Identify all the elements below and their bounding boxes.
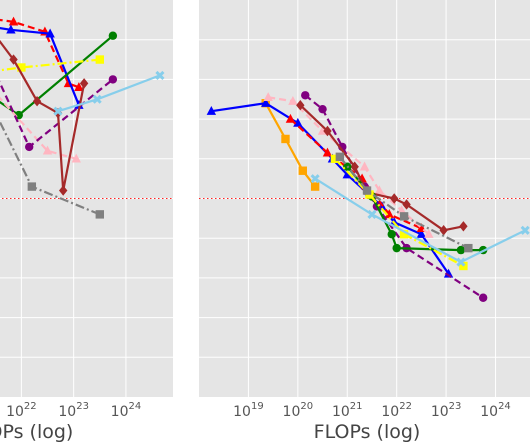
data-point xyxy=(359,161,370,171)
x-tick-label: 1019 xyxy=(233,401,264,420)
series-5 xyxy=(0,96,81,163)
data-point xyxy=(92,94,102,104)
data-point xyxy=(362,186,372,195)
series-6 xyxy=(0,75,118,152)
x-tick-label: 1022 xyxy=(381,401,412,420)
series-line xyxy=(299,104,464,232)
data-point xyxy=(71,153,81,163)
gridlines xyxy=(0,0,173,397)
data-point xyxy=(374,185,385,195)
x-tick-label: 1023 xyxy=(431,401,462,420)
data-point xyxy=(335,152,345,162)
data-point xyxy=(459,221,468,232)
data-point xyxy=(293,117,303,127)
data-point xyxy=(45,28,55,38)
data-point xyxy=(439,225,448,236)
data-point xyxy=(443,268,454,278)
data-point xyxy=(456,245,466,255)
series-8 xyxy=(0,119,104,219)
series-9 xyxy=(335,152,473,253)
series-line xyxy=(0,96,77,160)
data-point xyxy=(8,16,19,26)
data-point xyxy=(95,55,104,64)
left-chart-panel: 1022 1023 1024 FLOPs (log) xyxy=(0,0,173,442)
data-point xyxy=(74,82,84,92)
data-point xyxy=(342,169,352,179)
data-point xyxy=(392,243,401,253)
data-point xyxy=(261,98,271,107)
data-point xyxy=(350,161,359,172)
series-line xyxy=(264,102,316,188)
data-point xyxy=(310,174,320,184)
data-point xyxy=(281,134,290,144)
data-point xyxy=(27,182,37,191)
data-point xyxy=(108,75,118,84)
data-point xyxy=(155,70,165,80)
series-10 xyxy=(310,174,530,267)
data-point xyxy=(9,54,18,65)
data-point xyxy=(310,182,320,191)
data-point xyxy=(330,154,340,163)
data-point xyxy=(108,31,118,40)
data-point xyxy=(32,96,42,107)
series-2 xyxy=(206,98,454,278)
data-point xyxy=(456,257,466,267)
series-line xyxy=(314,177,526,264)
data-point xyxy=(387,230,396,239)
series-line xyxy=(334,158,464,267)
series-9 xyxy=(53,70,165,116)
data-point xyxy=(323,125,332,137)
x-tick-label: 1024 xyxy=(480,401,511,420)
data-point xyxy=(424,229,434,238)
x-tick-label: 1020 xyxy=(283,401,314,420)
x-tick-label: 1022 xyxy=(6,401,37,420)
data-point xyxy=(206,105,217,115)
data-point xyxy=(298,166,307,175)
data-point xyxy=(301,91,310,100)
series-4 xyxy=(0,55,104,72)
x-tick-label: 1024 xyxy=(111,401,142,420)
data-point xyxy=(402,199,411,210)
data-point xyxy=(42,145,53,155)
data-point xyxy=(396,205,407,215)
data-point xyxy=(367,209,377,219)
data-point xyxy=(478,293,488,302)
data-point xyxy=(53,106,63,116)
data-point xyxy=(384,209,394,219)
x-tick-label: 1023 xyxy=(58,401,89,420)
data-point xyxy=(17,63,26,72)
right-chart-panel: 1019 1020 1021 1022 1023 1024 FLOPs (log) xyxy=(199,0,530,442)
x-axis-label: FLOPs (log) xyxy=(0,421,73,442)
data-point xyxy=(285,113,296,123)
data-point xyxy=(322,147,333,157)
series-line xyxy=(0,27,80,106)
series-line xyxy=(0,39,86,192)
data-point xyxy=(6,24,16,34)
x-axis-label: FLOPs (log) xyxy=(314,421,421,442)
data-point xyxy=(59,185,68,196)
series-line xyxy=(338,156,469,250)
data-point xyxy=(318,104,327,114)
data-point xyxy=(399,230,409,239)
data-point xyxy=(263,92,273,101)
data-point xyxy=(79,78,89,89)
data-point xyxy=(464,243,473,253)
data-point xyxy=(296,100,305,111)
data-point xyxy=(520,225,530,235)
x-tick-label: 1021 xyxy=(332,401,363,420)
data-point xyxy=(25,142,34,152)
data-point xyxy=(399,212,409,221)
data-point xyxy=(95,210,104,219)
data-point xyxy=(390,193,399,204)
data-point xyxy=(416,229,427,238)
data-point xyxy=(288,96,298,105)
